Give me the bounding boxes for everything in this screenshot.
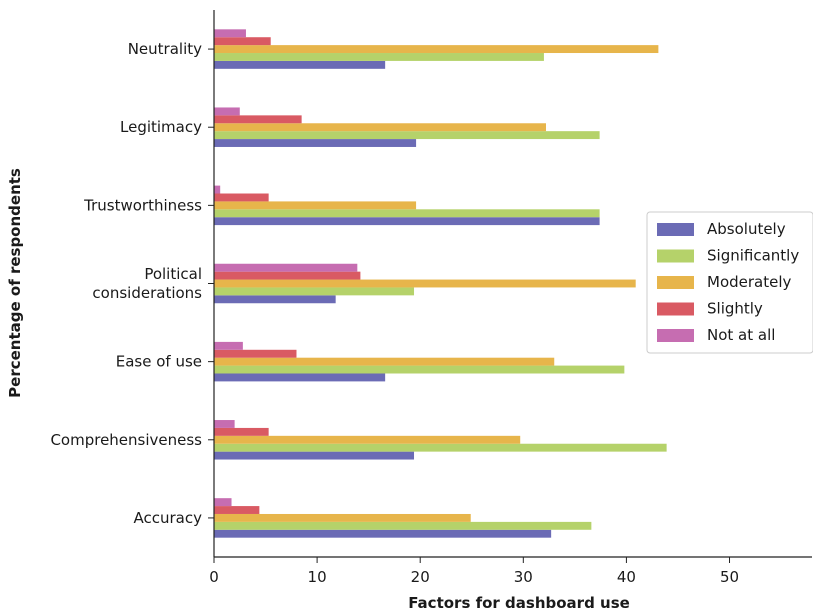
legend-swatch-absolutely [657, 223, 694, 236]
axes-layer: Neutrality Legitimacy Trustworthiness Polit… [50, 10, 812, 586]
bar-absolutely-3 [214, 295, 336, 304]
bar-significantly-3 [214, 287, 415, 296]
bar-absolutely-1 [214, 139, 417, 147]
x-axis-title: Factors for dashboard use [408, 594, 630, 609]
x-tick-label: 20 [411, 568, 430, 586]
legend-label-significantly: Significantly [707, 247, 799, 265]
bar-slightly-5 [214, 427, 269, 436]
legend-label-not-at-all: Not at all [707, 326, 775, 344]
y-tick-label: Legitimacy [120, 118, 202, 136]
bar-absolutely-4 [214, 373, 386, 382]
bar-not-at-all-6 [214, 498, 232, 507]
bar-absolutely-2 [214, 217, 600, 226]
y-tick-label: Neutrality [128, 40, 202, 58]
bar-slightly-4 [214, 349, 297, 358]
bar-not-at-all-3 [214, 263, 358, 272]
x-tick-label: 0 [209, 568, 219, 586]
bar-not-at-all-1 [214, 107, 240, 116]
bar-slightly-0 [214, 37, 271, 46]
bar-absolutely-0 [214, 60, 386, 69]
legend: Absolutely Significantly Moderately Slightl… [646, 211, 813, 354]
y-tick-label: Trustworthiness [83, 196, 202, 214]
legend-label-absolutely: Absolutely [707, 220, 786, 238]
bar-slightly-1 [214, 115, 302, 124]
bar-not-at-all-4 [214, 341, 243, 350]
bar-significantly-4 [214, 365, 625, 374]
x-tick-label: 40 [617, 568, 636, 586]
y-tick-label: Ease of use [116, 353, 202, 371]
bar-significantly-0 [214, 53, 544, 61]
x-tick-label: 50 [720, 568, 739, 586]
bar-absolutely-5 [214, 451, 415, 460]
bar-significantly-2 [214, 209, 600, 218]
bar-significantly-5 [214, 443, 667, 452]
bar-moderately-2 [214, 201, 417, 210]
legend-swatch-significantly [657, 249, 694, 263]
bar-moderately-0 [214, 45, 659, 54]
legend-swatch-moderately [657, 276, 694, 289]
legend-label-slightly: Slightly [707, 300, 763, 318]
legend-swatch-slightly [657, 302, 694, 316]
legend-swatch-not-at-all [657, 329, 694, 342]
bar-slightly-2 [214, 193, 269, 202]
bar-moderately-4 [214, 357, 555, 366]
bar-not-at-all-0 [214, 29, 246, 38]
bar-moderately-6 [214, 513, 471, 522]
y-tick-label: Accuracy [134, 509, 203, 527]
y-tick-label: Political considerations [92, 265, 202, 302]
bar-not-at-all-2 [214, 185, 221, 194]
legend-label-moderately: Moderately [707, 273, 792, 291]
bars-layer [214, 29, 667, 538]
x-tick-label: 30 [514, 568, 533, 586]
bar-slightly-3 [214, 271, 361, 280]
bar-absolutely-6 [214, 529, 552, 538]
bar-slightly-6 [214, 506, 260, 514]
bar-not-at-all-5 [214, 420, 235, 428]
bar-significantly-1 [214, 131, 600, 140]
y-tick-label: Comprehensiveness [50, 431, 202, 449]
bar-significantly-6 [214, 521, 592, 530]
bar-moderately-1 [214, 123, 546, 132]
legend-box [646, 211, 813, 354]
bar-moderately-3 [214, 279, 636, 288]
bar-moderately-5 [214, 435, 521, 444]
x-tick-label: 10 [308, 568, 327, 586]
y-axis-title: Percentage of respondents [6, 168, 24, 398]
